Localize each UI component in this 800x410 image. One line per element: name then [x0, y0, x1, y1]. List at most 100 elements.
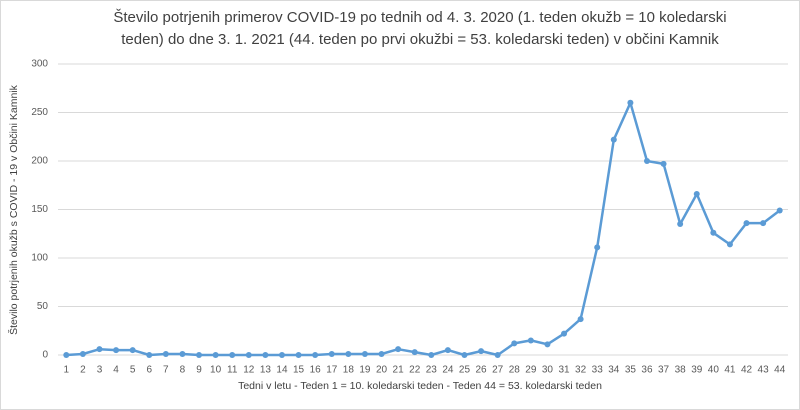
x-tick-label: 25 — [459, 365, 471, 376]
data-point — [494, 352, 501, 358]
data-point — [361, 351, 368, 358]
data-point — [726, 241, 733, 248]
y-tick-label: 250 — [31, 107, 48, 118]
data-point — [610, 136, 617, 143]
x-axis-title: Tedni v letu - Teden 1 = 10. koledarski … — [238, 380, 602, 392]
data-point — [146, 352, 153, 358]
x-tick-label: 42 — [741, 365, 753, 376]
x-tick-label: 11 — [227, 365, 238, 376]
data-point — [129, 347, 136, 354]
x-tick-label: 16 — [310, 365, 322, 376]
data-point — [594, 244, 601, 251]
data-point — [162, 351, 169, 358]
x-tick-label: 20 — [376, 365, 388, 376]
x-tick-label: 15 — [293, 365, 305, 376]
x-tick-label: 6 — [146, 365, 152, 376]
data-point — [229, 352, 236, 358]
data-point — [113, 347, 120, 354]
data-point — [79, 351, 86, 358]
x-tick-label: 43 — [758, 365, 770, 376]
data-point — [395, 346, 402, 353]
x-tick-label: 41 — [724, 365, 736, 376]
x-tick-label: 17 — [326, 365, 338, 376]
data-point — [63, 352, 70, 358]
x-tick-label: 26 — [476, 365, 488, 376]
x-tick-label: 21 — [393, 365, 405, 376]
x-tick-label: 29 — [525, 365, 537, 376]
data-point — [312, 352, 319, 358]
x-tick-label: 35 — [625, 365, 637, 376]
data-point — [212, 352, 219, 358]
data-point — [179, 351, 186, 358]
x-tick-label: 18 — [343, 365, 355, 376]
y-axis-title: Število potrjenih okužb s COVID - 19 v O… — [7, 84, 20, 335]
x-tick-label: 33 — [592, 365, 604, 376]
y-tick-label: 300 — [31, 59, 48, 70]
x-tick-label: 30 — [542, 365, 554, 376]
x-tick-label: 1 — [64, 365, 70, 376]
chart-title: teden) do dne 3. 1. 2021 (44. teden po p… — [121, 31, 719, 48]
x-tick-label: 5 — [130, 365, 136, 376]
data-point — [478, 348, 485, 355]
x-tick-label: 39 — [691, 365, 703, 376]
data-point — [328, 351, 335, 358]
y-tick-label: 0 — [42, 350, 48, 361]
x-tick-label: 24 — [442, 365, 454, 376]
data-point — [743, 220, 750, 227]
data-point — [278, 352, 285, 358]
x-tick-label: 23 — [426, 365, 438, 376]
x-tick-label: 37 — [658, 365, 670, 376]
x-tick-label: 40 — [708, 365, 720, 376]
data-point — [428, 352, 435, 358]
x-tick-label: 3 — [97, 365, 103, 376]
x-tick-label: 28 — [509, 365, 521, 376]
data-point — [693, 190, 700, 197]
data-point — [627, 99, 634, 106]
x-tick-label: 38 — [675, 365, 687, 376]
y-tick-label: 100 — [31, 253, 48, 264]
data-point — [643, 158, 650, 164]
y-tick-label: 200 — [31, 156, 48, 167]
data-point — [544, 341, 551, 348]
data-point — [245, 352, 252, 358]
x-tick-label: 2 — [80, 365, 86, 376]
x-tick-label: 44 — [774, 365, 786, 376]
x-tick-label: 22 — [409, 365, 421, 376]
data-point — [710, 229, 717, 236]
x-tick-label: 12 — [243, 365, 255, 376]
x-tick-label: 27 — [492, 365, 504, 376]
y-tick-label: 50 — [37, 301, 49, 312]
x-tick-label: 14 — [276, 365, 288, 376]
x-tick-label: 36 — [641, 365, 653, 376]
data-point — [262, 352, 269, 358]
x-tick-label: 4 — [113, 365, 119, 376]
x-tick-label: 34 — [608, 365, 620, 376]
x-tick-label: 8 — [180, 365, 186, 376]
x-tick-label: 31 — [558, 365, 570, 376]
data-point — [411, 349, 418, 356]
data-point — [577, 316, 584, 323]
data-point — [444, 347, 451, 354]
data-point — [776, 207, 783, 214]
data-point — [96, 346, 103, 353]
x-tick-label: 13 — [260, 365, 272, 376]
x-tick-label: 19 — [359, 365, 371, 376]
data-point — [378, 351, 385, 358]
data-point — [345, 351, 352, 358]
chart-title: Število potrjenih primerov COVID-19 po t… — [113, 9, 726, 26]
data-point — [295, 352, 302, 358]
y-tick-label: 150 — [31, 204, 48, 215]
data-point — [461, 352, 468, 358]
data-point — [677, 221, 684, 228]
data-point — [511, 340, 518, 347]
data-point — [660, 160, 667, 167]
x-tick-label: 10 — [210, 365, 222, 376]
data-point — [760, 220, 767, 227]
x-tick-label: 7 — [163, 365, 169, 376]
x-tick-label: 32 — [575, 365, 587, 376]
data-point — [561, 330, 568, 337]
data-point — [527, 337, 534, 344]
